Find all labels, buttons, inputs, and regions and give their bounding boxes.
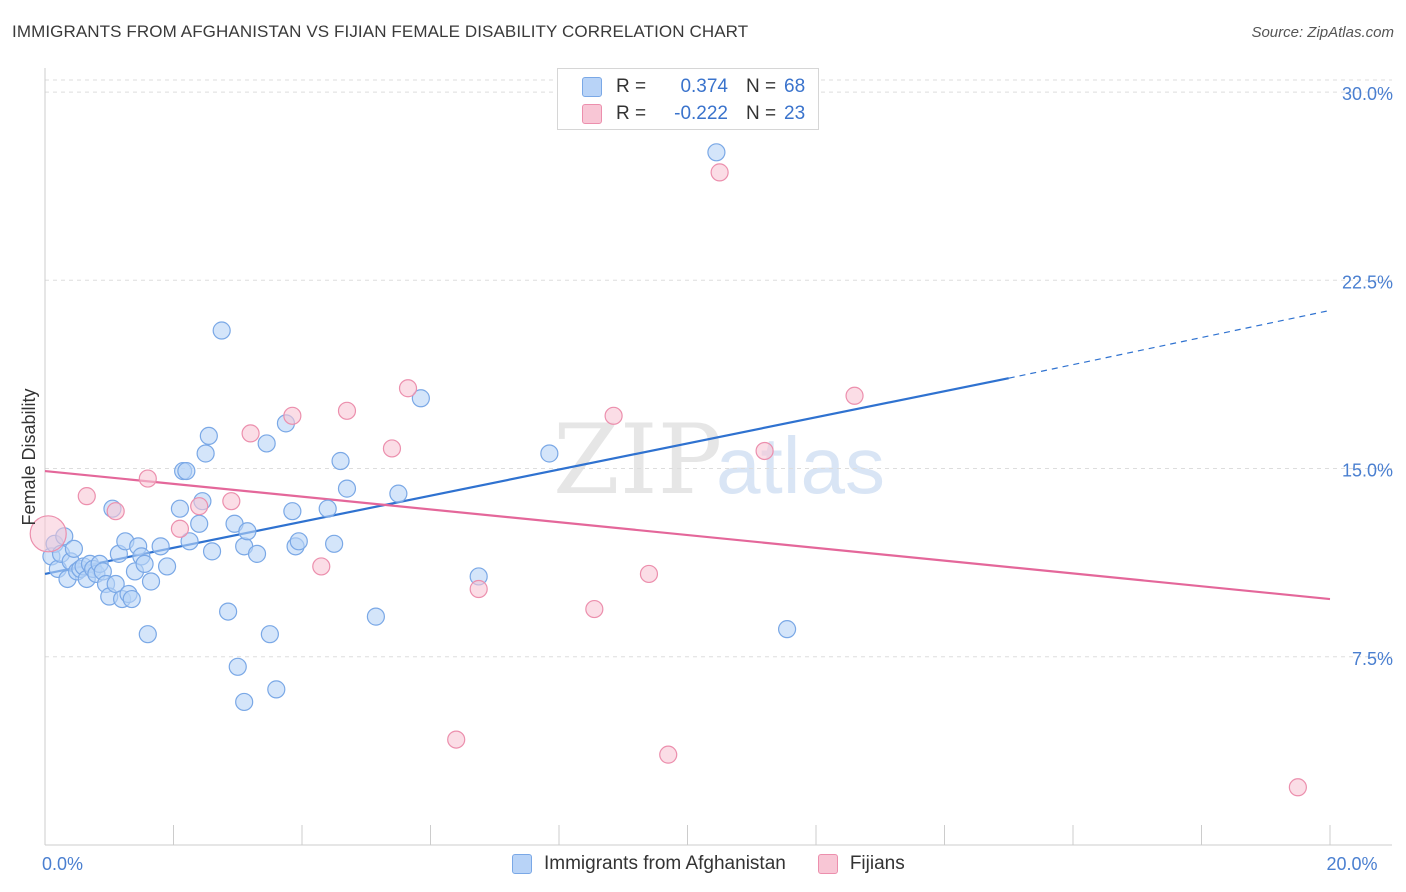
afghanistan-point (141, 572, 161, 591)
fijian-point (845, 386, 864, 405)
afghanistan-point (289, 532, 308, 551)
afghanistan-point (180, 532, 199, 551)
afghanistan-point (283, 502, 302, 521)
y-tick-label: 30.0% (1342, 84, 1393, 104)
y-tick-label: 7.5% (1352, 649, 1393, 669)
legend-row-pink: R = -0.222 N = 23 (582, 102, 805, 126)
watermark-atlas: atlas (716, 421, 885, 510)
afghanistan-point (219, 602, 238, 621)
stats-legend: R = 0.374 N = 68 R = -0.222 N = 23 (557, 68, 819, 130)
legend-label-fijians: Fijians (849, 853, 905, 874)
axis-layer (44, 68, 1392, 846)
afghanistan-point (64, 539, 84, 558)
fijian-trend-line (44, 469, 1331, 601)
legend-swatch-pink (817, 854, 838, 874)
points-layer (29, 143, 1307, 797)
afghanistan-point (389, 484, 408, 503)
legend-label-afghanistan: Immigrants from Afghanistan (544, 853, 786, 874)
fijian-point (710, 163, 729, 182)
legend-swatch-blue (512, 854, 532, 874)
afghanistan-trend-extension (1008, 309, 1331, 379)
x-tick-label: 20.0% (1326, 854, 1377, 874)
afghanistan-point (196, 444, 215, 463)
afghanistan-point (260, 625, 279, 644)
afghanistan-point (190, 514, 209, 533)
afghanistan-point (138, 625, 157, 644)
legend-n-label: N = (746, 103, 777, 124)
tick-label-layer: 7.5% 15.0% 22.5% 30.0% 0.0% 20.0% (42, 84, 1393, 874)
legend-r-label: R = (616, 76, 647, 97)
afghanistan-point (337, 479, 357, 498)
afghanistan-point (331, 451, 350, 471)
fijian-point (337, 401, 357, 420)
fijian-point (190, 497, 209, 516)
afghanistan-point (157, 557, 177, 576)
afghanistan-point (366, 607, 385, 626)
afghanistan-point (411, 389, 430, 408)
legend-n-label: N = (746, 76, 777, 97)
fijian-point (241, 424, 260, 443)
afghanistan-point (170, 499, 190, 518)
trend-layer (44, 309, 1331, 601)
y-tick-label: 22.5% (1342, 272, 1393, 292)
fijian-point (398, 379, 418, 398)
fijian-point (604, 406, 623, 425)
afghanistan-point (228, 657, 247, 676)
legend-item-fijians[interactable]: Fijians (817, 853, 905, 875)
chart-title: IMMIGRANTS FROM AFGHANISTAN VS FIJIAN FE… (12, 22, 749, 41)
y-axis-label: Female Disability (19, 388, 39, 525)
fijian-point (1288, 778, 1307, 797)
watermark: ZIP atlas (553, 404, 885, 516)
fijian-point (138, 469, 157, 488)
fijian-point (312, 557, 331, 576)
fijian-point (170, 519, 190, 538)
afghanistan-point (135, 554, 154, 574)
afghanistan-point (540, 444, 559, 463)
legend-n-value: 23 (784, 103, 806, 124)
afghanistan-point (247, 544, 267, 563)
fijian-point (106, 502, 125, 521)
fijian-point (447, 730, 466, 749)
source-credit: Source: ZipAtlas.com (1251, 24, 1394, 41)
legend-r-value: 0.374 (680, 76, 728, 97)
afghanistan-point (202, 542, 222, 561)
afghanistan-trend-line (44, 377, 1009, 576)
legend-row-blue: R = 0.374 N = 68 (582, 75, 805, 99)
fijian-point (659, 745, 678, 764)
legend-item-afghanistan[interactable]: Immigrants from Afghanistan (512, 853, 786, 875)
fijian-point (639, 564, 659, 584)
afghanistan-point (238, 522, 257, 541)
series-legend: Immigrants from Afghanistan Fijians (512, 852, 937, 876)
afghanistan-point (151, 537, 170, 556)
afghanistan-point (177, 461, 196, 481)
fijian-point (585, 599, 604, 619)
afghanistan-point (122, 589, 141, 609)
afghanistan-point (199, 426, 218, 446)
legend-r-value: -0.222 (674, 103, 728, 124)
afghanistan-point (707, 143, 726, 162)
fijian-point (222, 492, 241, 511)
legend-n-value: 68 (784, 76, 806, 97)
afghanistan-point (318, 499, 337, 518)
legend-swatch-pink (582, 104, 602, 124)
afghanistan-point (325, 534, 344, 553)
y-tick-label: 15.0% (1342, 461, 1393, 481)
fijian-point (29, 515, 67, 553)
fijian-point (382, 439, 402, 458)
fijian-point (755, 441, 774, 461)
fijian-point (77, 487, 96, 506)
afghanistan-point (235, 692, 254, 712)
watermark-zip: ZIP (553, 404, 722, 516)
fijian-point (469, 579, 488, 599)
afghanistan-point (267, 680, 286, 699)
afghanistan-point (257, 434, 276, 453)
fijian-point (283, 406, 302, 425)
afghanistan-point (212, 321, 231, 340)
afghanistan-point (106, 574, 125, 594)
legend-swatch-blue (582, 77, 602, 97)
legend-r-label: R = (616, 103, 647, 124)
x-tick-label: 0.0% (42, 854, 83, 874)
afghanistan-point (777, 620, 797, 639)
